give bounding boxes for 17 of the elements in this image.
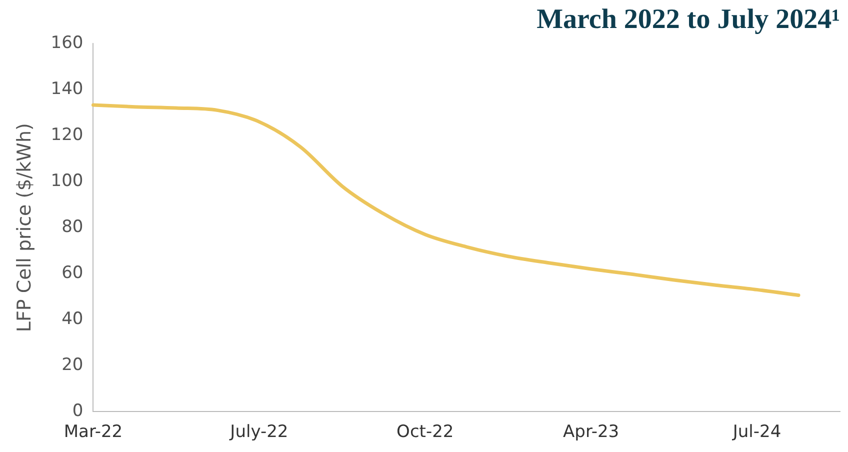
x-tick-label: Jul-24 [732,422,782,442]
chart-title: March 2022 to July 2024¹ [536,4,840,36]
y-tick-label: 160 [50,33,84,54]
x-tick-label: Mar-22 [64,422,123,442]
x-tick-label: July-22 [229,422,288,442]
y-tick-label: 0 [72,401,84,422]
y-tick-label: 140 [50,79,84,100]
x-tick-label: Oct-22 [396,422,454,442]
y-tick-label: 60 [62,263,84,284]
line-series [92,103,800,297]
y-tick-label: 40 [62,309,84,330]
y-tick-label: 120 [50,125,84,146]
y-tick-label: 100 [50,171,84,192]
x-tick-label: Apr-23 [563,422,620,442]
y-axis-title: LFP Cell price ($/kWh) [13,123,36,332]
y-tick-label: 80 [62,217,84,238]
y-tick-label: 20 [62,355,84,376]
